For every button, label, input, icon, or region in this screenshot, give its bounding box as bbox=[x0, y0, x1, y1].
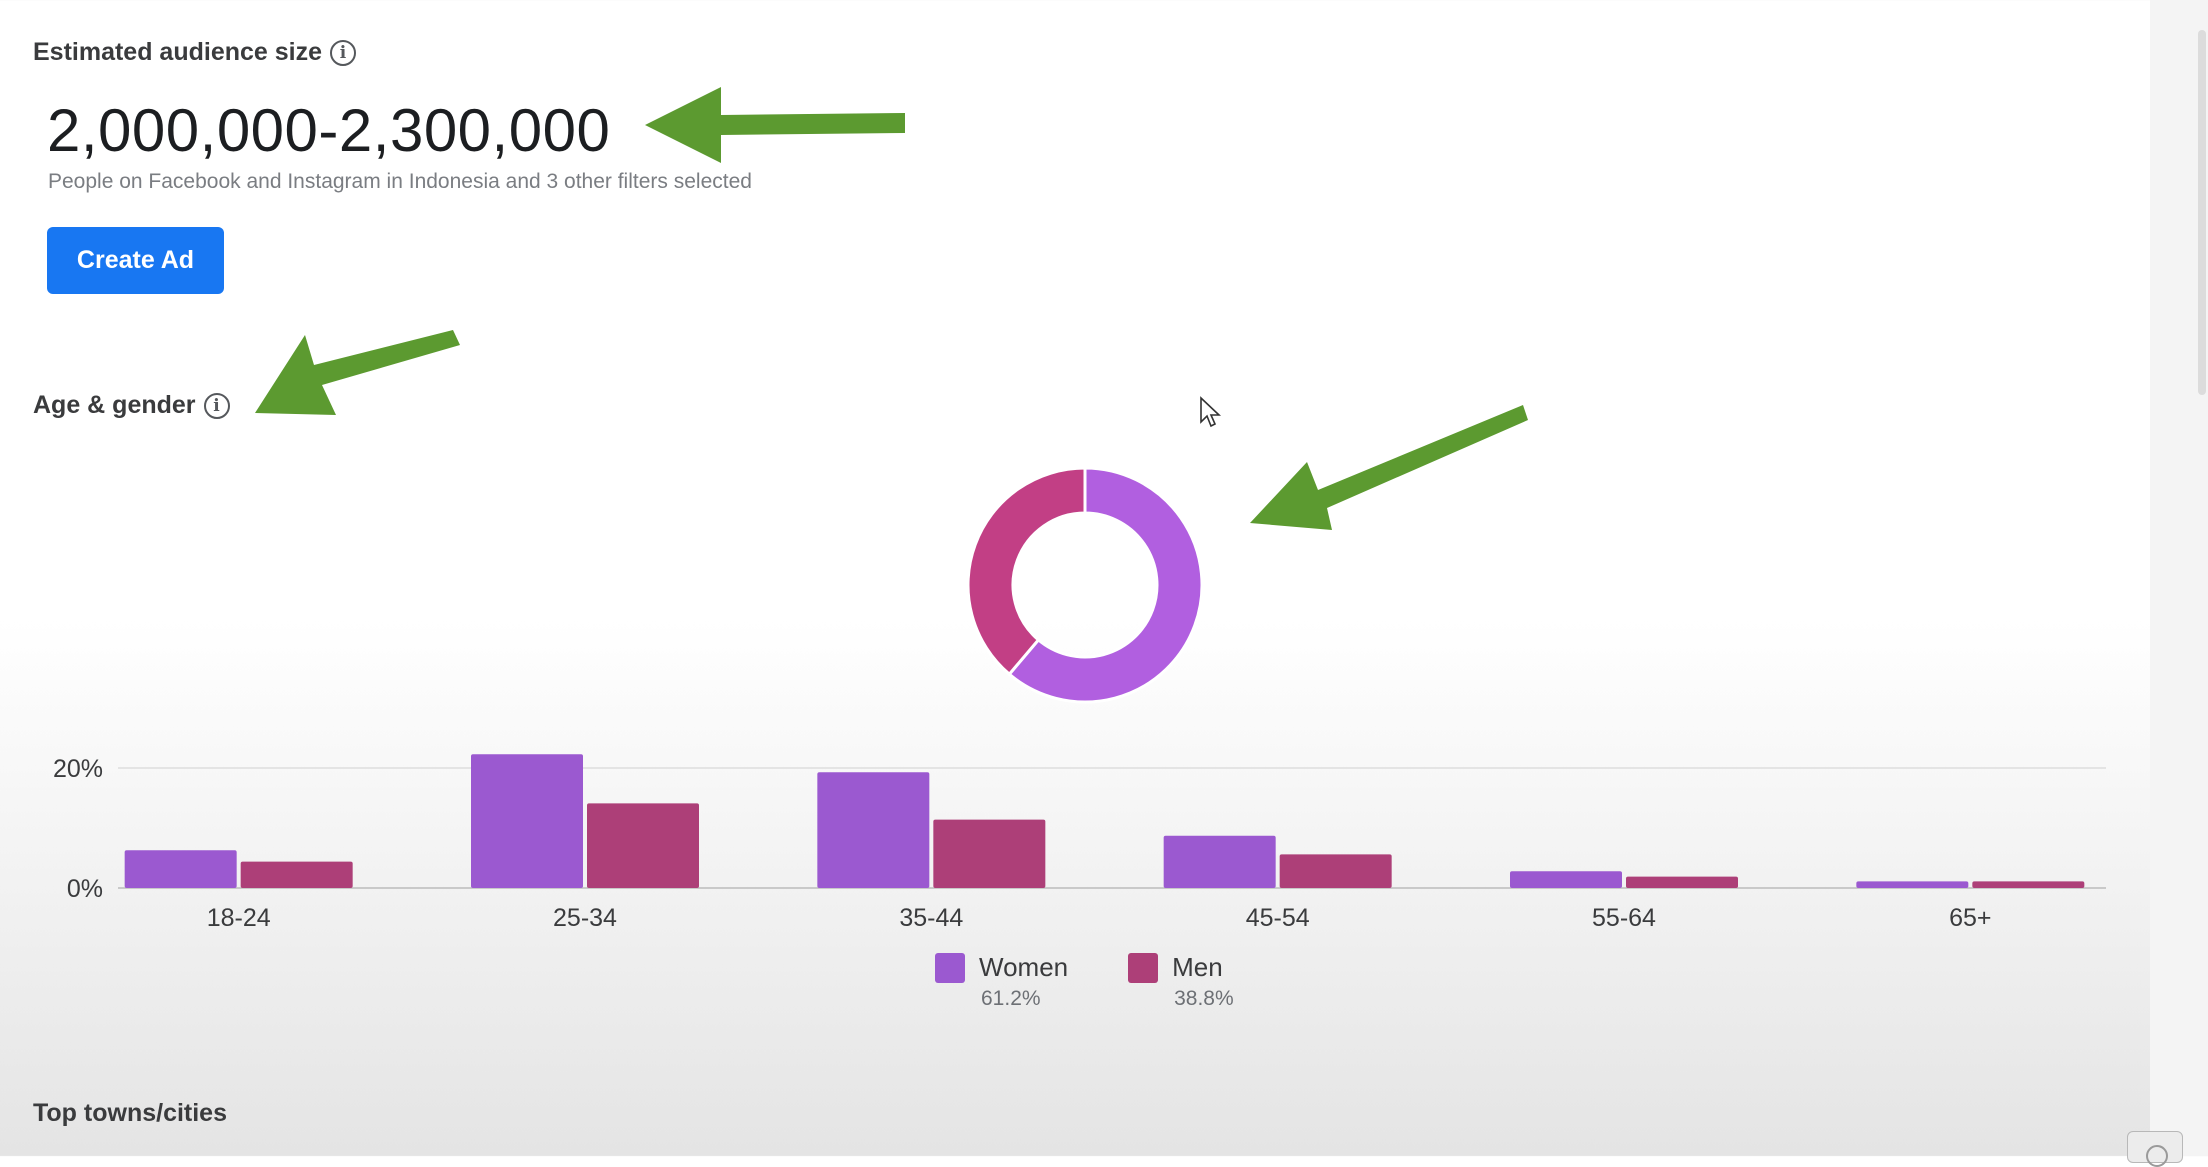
info-icon[interactable]: i bbox=[203, 392, 230, 419]
y-tick-label: 0% bbox=[67, 875, 103, 903]
green-arrow-icon bbox=[1250, 405, 1528, 530]
bar-men-25-34[interactable] bbox=[587, 803, 699, 888]
bar-women-35-44[interactable] bbox=[817, 772, 930, 888]
info-icon[interactable]: i bbox=[330, 39, 357, 66]
green-arrow-icon bbox=[645, 87, 905, 163]
x-tick-label: 25-34 bbox=[553, 904, 617, 932]
x-tick-label: 65+ bbox=[1949, 904, 1991, 932]
bar-women-65+[interactable] bbox=[1856, 881, 1969, 888]
green-arrow-icon bbox=[255, 330, 460, 415]
age-gender-heading: Age & gender i bbox=[33, 391, 230, 420]
legend-item-women[interactable]: Women 61.2% bbox=[935, 952, 1068, 1011]
bar-women-25-34[interactable] bbox=[471, 754, 583, 888]
bar-men-35-44[interactable] bbox=[933, 819, 1046, 888]
age-gender-bar-chart: 0% 20% 18-24 25-34 35-44 45-54 55-64 65+ bbox=[53, 754, 2106, 932]
bar-men-65+[interactable] bbox=[1972, 881, 2085, 888]
legend-swatch-women bbox=[935, 952, 965, 983]
age-gender-title: Age & gender bbox=[33, 391, 196, 419]
bar-men-55-64[interactable] bbox=[1626, 876, 1738, 888]
donut-slice-women[interactable] bbox=[1007, 466, 1204, 704]
audience-size-title: Estimated audience size bbox=[33, 38, 323, 66]
legend-pct-men: 38.8% bbox=[1174, 987, 1234, 1010]
bar-men-45-54[interactable] bbox=[1279, 854, 1392, 888]
chart-legend: Women 61.2% Men 38.8% bbox=[935, 952, 1234, 1011]
audience-size-value: 2,000,000-2,300,000 bbox=[47, 97, 611, 164]
bar-women-55-64[interactable] bbox=[1510, 871, 1622, 888]
y-tick-label: 20% bbox=[53, 755, 103, 783]
legend-pct-women: 61.2% bbox=[981, 987, 1041, 1010]
gender-donut-chart bbox=[966, 466, 1204, 704]
top-towns-title: Top towns/cities bbox=[33, 1099, 227, 1127]
legend-label-men: Men bbox=[1172, 952, 1223, 982]
legend-item-men[interactable]: Men 38.8% bbox=[1128, 952, 1234, 1011]
audience-size-heading: Estimated audience size i bbox=[33, 38, 357, 67]
bar-women-18-24[interactable] bbox=[124, 850, 237, 888]
scrollbar-thumb[interactable] bbox=[2198, 30, 2206, 395]
x-tick-label: 35-44 bbox=[899, 904, 963, 932]
bar-women-45-54[interactable] bbox=[1163, 835, 1276, 888]
corner-widget-icon[interactable] bbox=[2127, 1131, 2183, 1167]
top-towns-heading: Top towns/cities bbox=[33, 1099, 227, 1128]
donut-slice-men[interactable] bbox=[966, 466, 1087, 677]
legend-label-women: Women bbox=[979, 952, 1069, 982]
x-tick-label: 55-64 bbox=[1592, 904, 1656, 932]
x-tick-label: 45-54 bbox=[1246, 904, 1310, 932]
legend-swatch-men bbox=[1128, 952, 1159, 983]
mouse-cursor-icon bbox=[1200, 396, 1222, 428]
create-ad-button[interactable]: Create Ad bbox=[47, 227, 224, 294]
audience-description: People on Facebook and Instagram in Indo… bbox=[48, 170, 752, 193]
x-tick-label: 18-24 bbox=[207, 904, 271, 932]
bar-men-18-24[interactable] bbox=[240, 861, 353, 888]
